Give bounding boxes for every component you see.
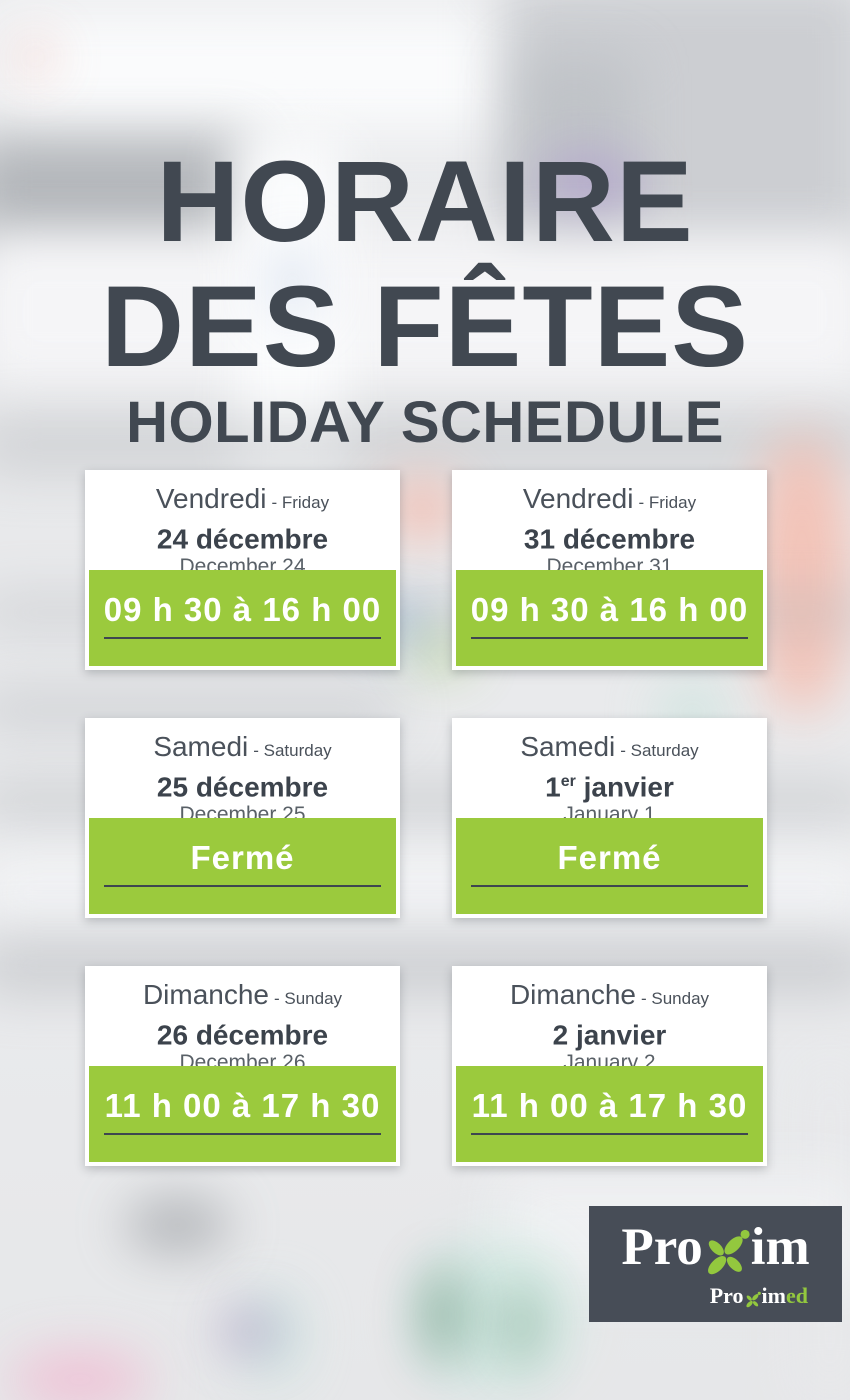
card-header: Dimanche - Sunday 2 janvier January 2: [452, 966, 767, 1076]
bg-blob: [125, 1200, 230, 1250]
bg-blob: [10, 1352, 150, 1400]
hours-banner: Fermé: [456, 818, 763, 914]
title-fr-line1: HORAIRE: [156, 138, 694, 266]
date-fr-text: 26 décembre: [156, 1019, 329, 1051]
day-en: - Saturday: [620, 741, 699, 760]
day-en: - Sunday: [641, 989, 710, 1008]
hours-text: 11 h 00 à 17 h 30: [471, 1087, 748, 1124]
day-label: Samedi - Saturday: [85, 732, 400, 766]
bg-blob: [428, 1265, 458, 1365]
schedule-card-dec24: Vendredi - Friday 24 décembre December 24…: [85, 470, 400, 670]
banner-underline: [471, 637, 748, 639]
day-label: Dimanche - Sunday: [452, 980, 767, 1014]
day-en: - Friday: [638, 493, 697, 512]
banner-underline: [104, 1133, 381, 1135]
hours-text: Fermé: [190, 839, 295, 876]
date-fr-text: 2 janvier: [552, 1019, 667, 1051]
poster-title: HORAIRE DES FÊTES HOLIDAY SCHEDULE: [0, 140, 850, 456]
day-en: - Saturday: [253, 741, 332, 760]
card-header: Samedi - Saturday 25 décembre December 25: [85, 718, 400, 828]
banner-underline: [104, 885, 381, 887]
hours-banner: 09 h 30 à 16 h 00: [456, 570, 763, 666]
hours-banner: 09 h 30 à 16 h 00: [89, 570, 396, 666]
brand-text-post: im: [750, 1218, 810, 1276]
schedule-card-dec26: Dimanche - Sunday 26 décembre December 26…: [85, 966, 400, 1166]
hours-text: 09 h 30 à 16 h 00: [103, 591, 382, 628]
bg-blob: [0, 235, 850, 385]
brand-text-pre: Pro: [621, 1218, 703, 1276]
banner-underline: [471, 885, 748, 887]
schedule-card-jan1: Samedi - Saturday 1er janvier January 1 F…: [452, 718, 767, 918]
bg-blob: [20, 40, 50, 75]
card-header: Vendredi - Friday 31 décembre December 31: [452, 470, 767, 580]
date-fr-rest: janvier: [575, 771, 674, 803]
bg-blob: [752, 435, 850, 715]
day-fr: Samedi: [153, 731, 249, 762]
date-fr: 24 décembre: [85, 518, 400, 554]
date-fr: 2 janvier: [452, 1014, 767, 1050]
date-fr-text: 24 décembre: [156, 523, 329, 555]
leaf-x-icon: [707, 1229, 750, 1275]
proximed-tagline: Pro im ed: [709, 1283, 808, 1308]
hours-text: 11 h 00 à 17 h 30: [104, 1087, 381, 1124]
banner-underline: [104, 637, 381, 639]
day-fr: Vendredi: [522, 483, 634, 514]
day-fr: Dimanche: [142, 979, 269, 1010]
bg-blob: [540, 155, 640, 215]
card-header: Dimanche - Sunday 26 décembre December 26: [85, 966, 400, 1076]
day-fr: Dimanche: [509, 979, 636, 1010]
date-fr: 1er janvier: [452, 766, 767, 802]
day-label: Vendredi - Friday: [85, 484, 400, 518]
day-fr: Samedi: [520, 731, 616, 762]
date-fr: 25 décembre: [85, 766, 400, 802]
date-fr-text: 1: [545, 771, 561, 803]
tagline-pre: Pro: [709, 1283, 744, 1308]
proxim-wordmark: Pro im: [589, 1206, 842, 1276]
date-fr: 26 décembre: [85, 1014, 400, 1050]
title-en: HOLIDAY SCHEDULE: [126, 390, 724, 455]
bg-blob: [0, 420, 850, 470]
hours-text: Fermé: [557, 839, 662, 876]
title-fr-line2: DES FÊTES: [100, 263, 749, 391]
bg-blob: [0, 15, 560, 130]
date-fr-sup: er: [560, 773, 576, 790]
hours-banner: 11 h 00 à 17 h 30: [89, 1066, 396, 1162]
hours-text: 09 h 30 à 16 h 00: [470, 591, 749, 628]
tagline-ed: ed: [786, 1283, 808, 1308]
date-fr-text: 31 décembre: [523, 523, 696, 555]
day-label: Dimanche - Sunday: [85, 980, 400, 1014]
bg-blob: [220, 1310, 280, 1352]
leaf-x-icon: [745, 1291, 761, 1308]
proxim-logo-box: Pro im Pro im ed: [589, 1206, 842, 1322]
banner-underline: [471, 1133, 748, 1135]
day-fr: Vendredi: [155, 483, 267, 514]
schedule-card-jan2: Dimanche - Sunday 2 janvier January 2 11 …: [452, 966, 767, 1166]
day-label: Vendredi - Friday: [452, 484, 767, 518]
schedule-card-dec31: Vendredi - Friday 31 décembre December 31…: [452, 470, 767, 670]
bg-blob: [270, 245, 315, 320]
day-en: - Friday: [271, 493, 330, 512]
card-header: Samedi - Saturday 1er janvier January 1: [452, 718, 767, 828]
hours-banner: 11 h 00 à 17 h 30: [456, 1066, 763, 1162]
date-fr: 31 décembre: [452, 518, 767, 554]
date-fr-text: 25 décembre: [156, 771, 329, 803]
hours-banner: Fermé: [89, 818, 396, 914]
bg-blob: [508, 1283, 534, 1368]
day-label: Samedi - Saturday: [452, 732, 767, 766]
bg-blob: [0, 135, 250, 250]
schedule-card-dec25: Samedi - Saturday 25 décembre December 25…: [85, 718, 400, 918]
tagline-mid: im: [761, 1283, 786, 1308]
card-header: Vendredi - Friday 24 décembre December 24: [85, 470, 400, 580]
day-en: - Sunday: [274, 989, 343, 1008]
